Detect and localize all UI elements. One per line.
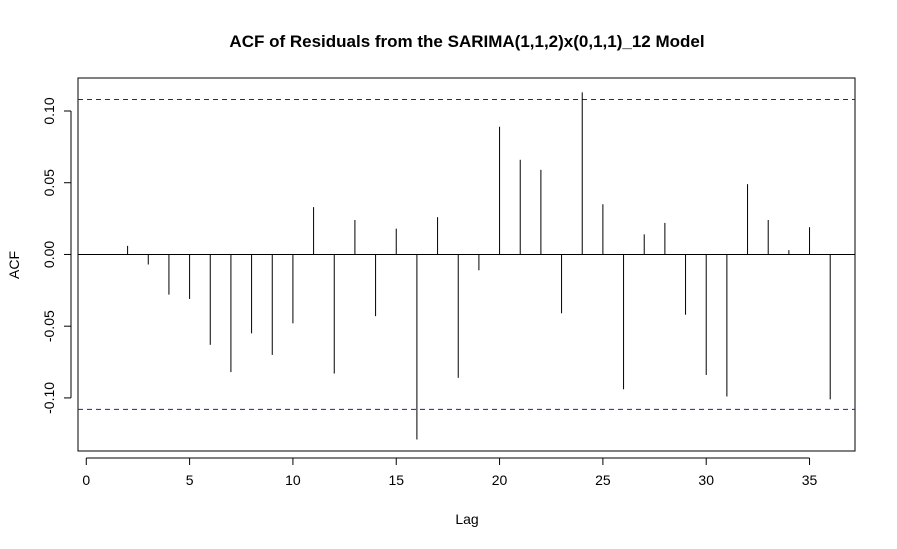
- x-tick-label-20: 20: [492, 472, 508, 488]
- x-tick-label-35: 35: [802, 472, 818, 488]
- y-tick-label-0: 0.10: [41, 97, 57, 124]
- y-axis-label: ACF: [6, 251, 22, 279]
- y-tick-label-1: 0.05: [41, 169, 57, 196]
- chart-title: ACF of Residuals from the SARIMA(1,1,2)x…: [229, 32, 704, 51]
- y-tick-label-3: -0.05: [41, 310, 57, 342]
- x-axis-label: Lag: [455, 511, 478, 527]
- x-tick-label-10: 10: [285, 472, 301, 488]
- y-tick-label-2: 0.00: [41, 241, 57, 268]
- y-tick-label-4: -0.10: [41, 382, 57, 414]
- x-tick-label-30: 30: [698, 472, 714, 488]
- plot-frame: [77, 77, 856, 452]
- x-tick-label-0: 0: [82, 472, 90, 488]
- acf-bars: [127, 92, 831, 440]
- confidence-band: [78, 99, 855, 410]
- x-tick-label-25: 25: [595, 472, 611, 488]
- x-tick-label-5: 5: [186, 472, 194, 488]
- x-tick-label-15: 15: [388, 472, 404, 488]
- y-axis: 0.10 0.05 0.00 -0.05 -0.10: [41, 97, 72, 414]
- x-axis: 0 5 10 15 20 25 30 35: [82, 457, 818, 488]
